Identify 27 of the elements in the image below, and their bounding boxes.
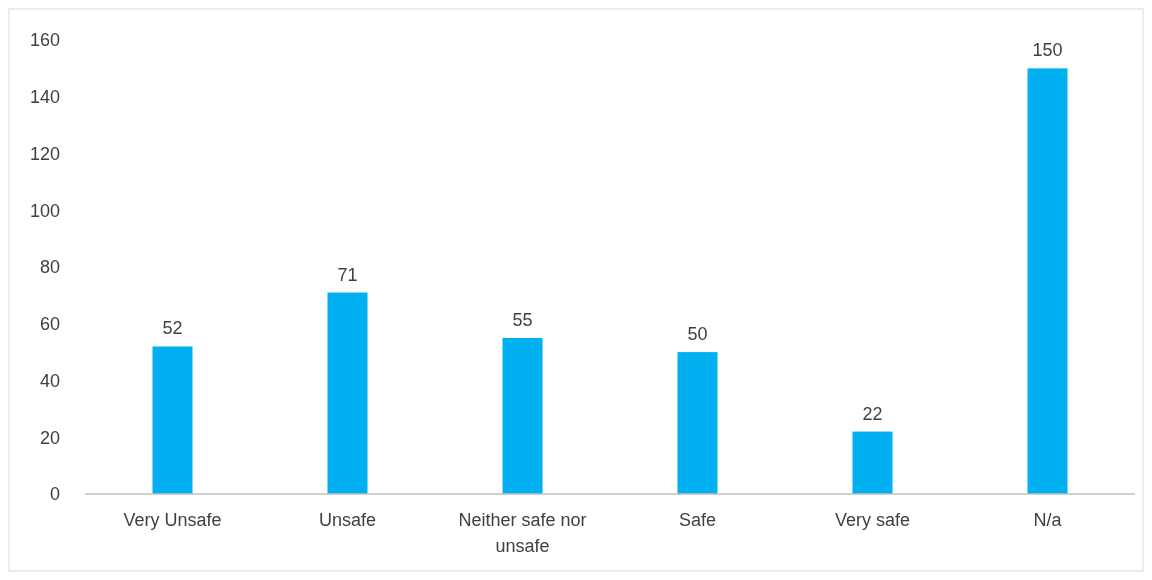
x-tick-label: N/a xyxy=(1033,510,1063,530)
bar xyxy=(1027,68,1068,494)
data-label: 50 xyxy=(687,324,708,345)
x-tick-label: Very safe xyxy=(834,510,911,530)
y-tick-label: 20 xyxy=(39,427,60,448)
y-tick-label: 140 xyxy=(29,87,60,108)
y-tick-label: 60 xyxy=(39,314,60,335)
data-label: 71 xyxy=(337,264,358,285)
data-label: 52 xyxy=(162,318,183,339)
y-tick-label: 160 xyxy=(29,30,60,51)
data-label: 22 xyxy=(862,403,883,424)
bar xyxy=(502,337,543,494)
data-label: 150 xyxy=(1032,40,1063,61)
bar xyxy=(327,292,368,494)
y-tick-label: 0 xyxy=(49,484,60,505)
x-tick-label: Safe xyxy=(678,510,717,530)
y-tick-label: 100 xyxy=(29,200,60,221)
data-label: 55 xyxy=(512,309,533,330)
bar xyxy=(677,352,718,494)
y-tick-label: 80 xyxy=(39,257,60,278)
bar xyxy=(852,431,893,494)
bar xyxy=(152,346,193,494)
y-tick-label: 40 xyxy=(39,370,60,391)
x-tick-label: Very Unsafe xyxy=(123,510,222,530)
y-tick-label: 120 xyxy=(29,143,60,164)
x-tick-label: Neither safe nor unsafe xyxy=(458,510,587,556)
x-tick-label: Unsafe xyxy=(318,510,377,530)
